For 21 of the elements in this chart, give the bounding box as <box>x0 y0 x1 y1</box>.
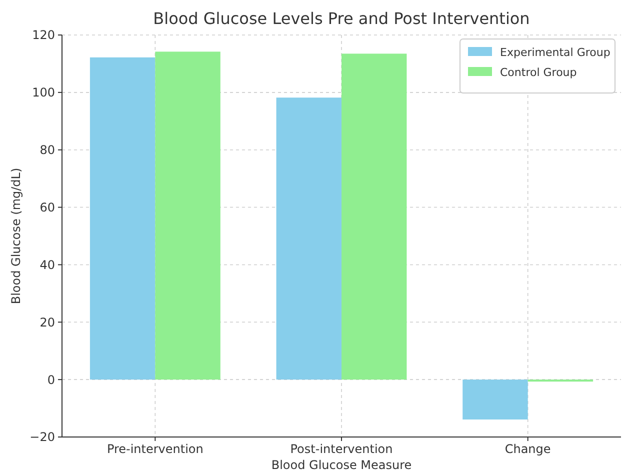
x-tick-label: Post-intervention <box>290 442 393 456</box>
y-tick-label: −20 <box>30 430 55 444</box>
bar <box>90 57 156 380</box>
y-tick-label: 0 <box>47 372 55 387</box>
y-tick-label: 60 <box>40 200 55 214</box>
y-tick-label: 80 <box>40 143 55 158</box>
bar <box>276 98 342 380</box>
bar <box>155 52 220 380</box>
x-tick-label: Pre-intervention <box>106 442 204 456</box>
legend-label: Experimental Group <box>500 46 610 59</box>
chart-title: Blood Glucose Levels Pre and Post Intervention <box>153 9 530 28</box>
y-tick-label: 100 <box>32 86 55 100</box>
bar <box>342 54 407 380</box>
legend-label: Control Group <box>500 66 577 79</box>
y-tick-label: 120 <box>32 28 55 42</box>
y-tick-label: 20 <box>40 315 55 330</box>
y-axis-title: Blood Glucose (mg/dL) <box>9 168 23 304</box>
x-tick-label: Change <box>504 442 551 456</box>
y-tick-label: 40 <box>40 258 55 272</box>
x-axis-title: Blood Glucose Measure <box>271 458 412 472</box>
bar <box>462 380 528 420</box>
